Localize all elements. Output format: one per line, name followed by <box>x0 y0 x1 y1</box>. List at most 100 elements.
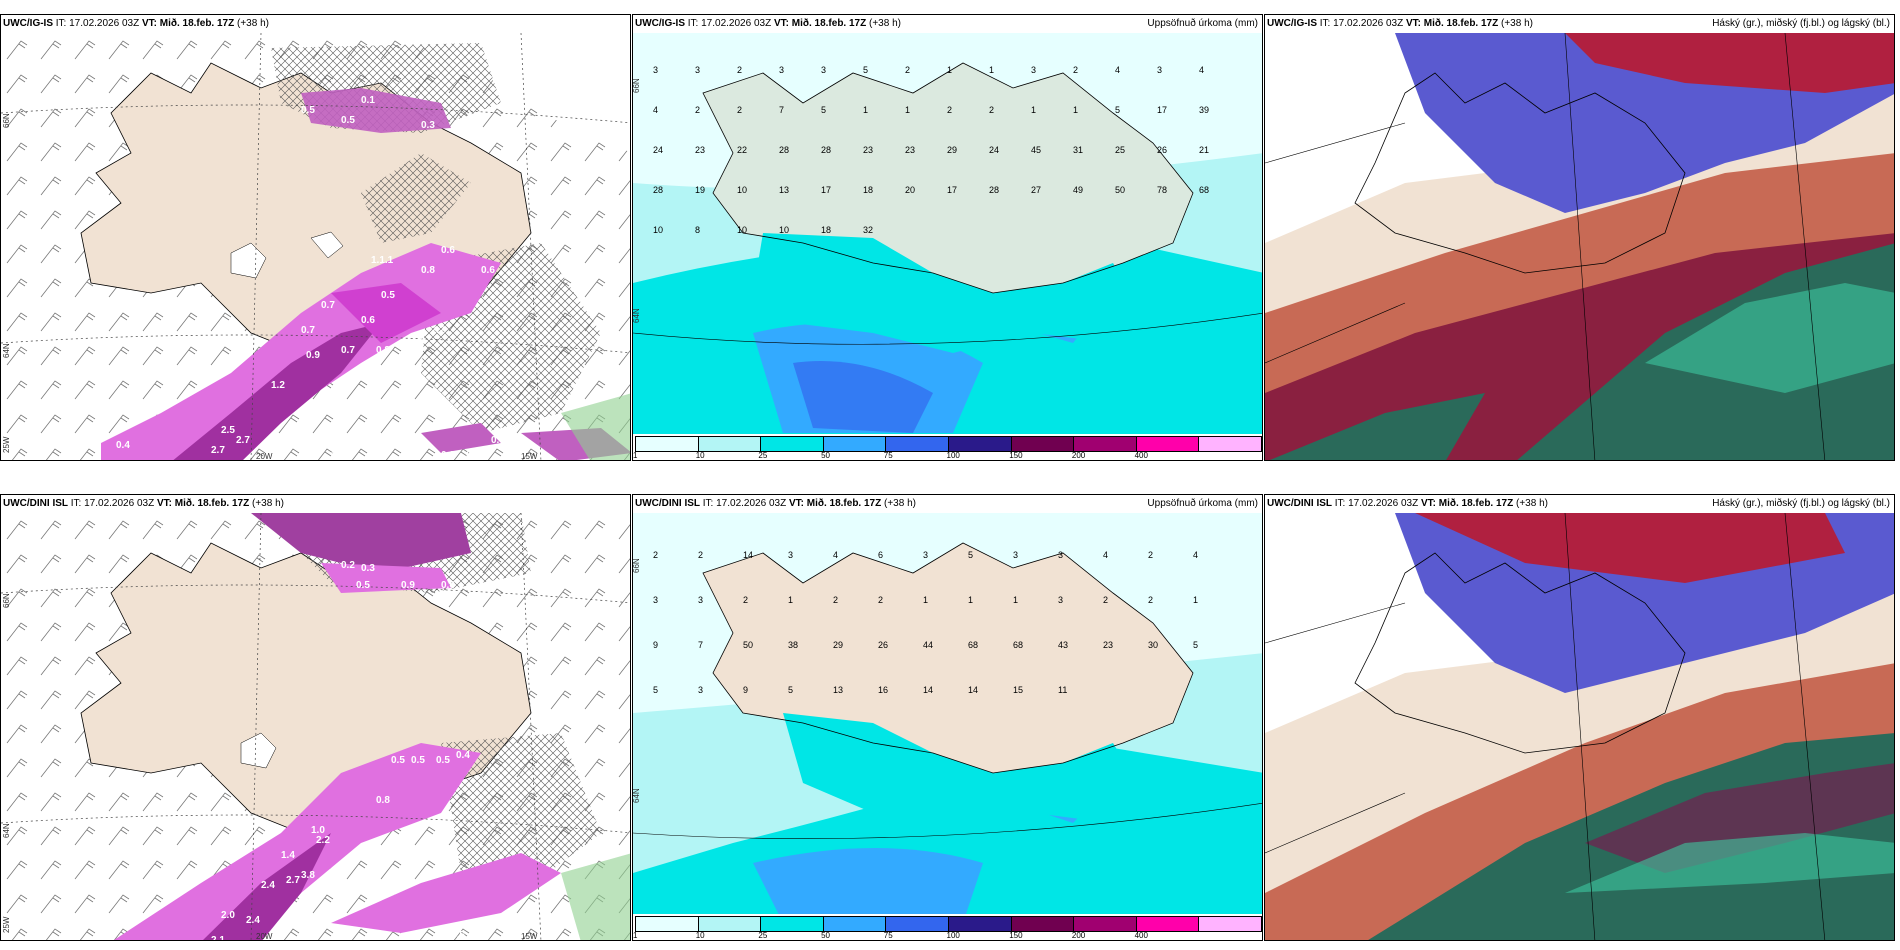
value-label: 1 <box>968 595 973 605</box>
precip-legend: 1 10 25 50 75 100 150 200 400 <box>633 914 1262 940</box>
legend-tick: 25 <box>758 931 768 940</box>
value-label: 1.4 <box>411 335 425 346</box>
value-label: 6 <box>878 550 883 560</box>
legend-swatch-4 <box>886 437 949 451</box>
value-label: 0.5 <box>356 580 370 591</box>
value-label: 29 <box>833 640 843 650</box>
value-label: 15 <box>1013 685 1023 695</box>
value-label: 3 <box>788 550 793 560</box>
value-label: 10 <box>653 225 663 235</box>
value-label: 8 <box>695 225 700 235</box>
legend-swatch-1 <box>698 437 762 451</box>
value-label: 28 <box>653 185 663 195</box>
vt-label: VT: <box>1420 498 1436 509</box>
snow-map-svg: 66N 64N 25W 20W 15W 0.2 0.30.5 0.9 0.60.5 0.… <box>1 513 630 941</box>
panel-precip-igis: UWC/IG-IS IT: 17.02.2026 03Z VT: Mið. 18… <box>632 14 1263 461</box>
legend-tick: 25 <box>758 451 768 460</box>
lon-label-15: 15W <box>521 932 538 941</box>
cloud-map[interactable] <box>1265 33 1894 460</box>
value-label: 2 <box>1073 65 1078 75</box>
panel-header: UWC/DINI ISL IT: 17.02.2026 03Z VT: Mið.… <box>1265 495 1894 513</box>
value-label: 4 <box>1103 550 1108 560</box>
vt-label: VT: <box>788 498 804 509</box>
value-label: 2.5 <box>221 425 235 436</box>
lat-label-64: 64N <box>2 823 11 838</box>
lon-label-25: 25W <box>2 436 11 453</box>
value-label: 24 <box>653 145 663 155</box>
value-label: 0.5 <box>451 930 465 941</box>
value-label: 3 <box>779 65 784 75</box>
precip-map[interactable]: 66N 64N 3 3 2 3 3 5 2 1 1 3 2 4 3 4 4 2 2 7 5 1 1 2 2 1 1 5 17 39 24… <box>633 33 1262 460</box>
value-label: 31 <box>1073 145 1083 155</box>
value-label: 25 <box>1115 145 1125 155</box>
value-label: 2 <box>698 550 703 560</box>
value-label: 14 <box>923 685 933 695</box>
field-title: Háský (gr.), miðský (fj.bl.) og lágský (… <box>1712 498 1890 509</box>
value-label: 3 <box>1058 550 1063 560</box>
vt-label: VT: <box>773 18 789 29</box>
lat-label-66: 66N <box>633 78 641 93</box>
lat-label-66: 66N <box>2 113 11 128</box>
value-label: 2 <box>989 105 994 115</box>
legend-swatch-5 <box>948 437 1012 451</box>
value-label: 2 <box>947 105 952 115</box>
value-label: 0.8 <box>376 345 390 356</box>
legend-swatch-3 <box>823 917 887 931</box>
panel-snow-igis: UWC/IG-IS IT: 17.02.2026 03Z VT: Mið. 18… <box>0 14 631 461</box>
legend-swatch-7 <box>1074 437 1137 451</box>
value-label: 18 <box>863 185 873 195</box>
value-label: 21 <box>1199 145 1209 155</box>
legend-swatch-9 <box>1199 917 1261 931</box>
lat-label-66: 66N <box>633 558 641 573</box>
legend-tick: 50 <box>821 451 830 460</box>
value-label: 0.6 <box>441 245 455 256</box>
value-label: 5 <box>968 550 973 560</box>
value-label: 28 <box>779 145 789 155</box>
value-label: 3.8 <box>301 870 315 881</box>
value-label: 78 <box>1157 185 1167 195</box>
panel-header: UWC/IG-IS IT: 17.02.2026 03Z VT: Mið. 18… <box>1 15 630 33</box>
value-label: 20 <box>905 185 915 195</box>
model-name: UWC/DINI ISL <box>635 498 700 509</box>
value-label: 3 <box>695 65 700 75</box>
value-label: 1.1.1 <box>371 255 394 266</box>
init-time: 17.02.2026 03Z <box>716 498 787 509</box>
init-time: 17.02.2026 03Z <box>701 18 772 29</box>
snow-map[interactable]: 66N 64N 25W 20W 15W 0.2 0.3 0.5 0.9 0.6 0.5 0.… <box>1 513 630 941</box>
value-label: 2.2 <box>431 325 445 336</box>
legend-swatches <box>635 436 1262 452</box>
legend-tick: 100 <box>946 931 960 940</box>
value-label: 10 <box>737 185 747 195</box>
legend-swatch-0 <box>636 437 699 451</box>
value-label: 4 <box>1115 65 1120 75</box>
value-label: 45 <box>1031 145 1041 155</box>
cloud-map[interactable] <box>1265 513 1894 940</box>
vt-label: VT: <box>1405 18 1421 29</box>
value-label: 3 <box>698 595 703 605</box>
value-label: 0.7 <box>321 300 335 311</box>
value-label: 14 <box>968 685 978 695</box>
value-label: 4 <box>653 105 658 115</box>
legend-tick: 50 <box>821 931 830 940</box>
value-label: 7 <box>779 105 784 115</box>
value-label: 32 <box>863 225 873 235</box>
value-label: 5 <box>1193 640 1198 650</box>
legend-swatch-5 <box>948 917 1012 931</box>
value-label: 1 <box>923 595 928 605</box>
value-label: 0.3 <box>361 563 375 574</box>
value-label: 1 <box>1073 105 1078 115</box>
value-label: 2 <box>653 550 658 560</box>
snow-map[interactable]: 66N 64N 25W 20W 15W 0.5 0.5 0.1 0.3 1.1.1 0.8… <box>1 33 630 461</box>
value-label: 1 <box>1013 595 1018 605</box>
value-label: 1 <box>905 105 910 115</box>
value-label: 11 <box>1058 685 1067 695</box>
value-label: 2 <box>1103 595 1108 605</box>
lon-label-20: 20W <box>256 932 273 941</box>
value-label: 23 <box>863 145 873 155</box>
value-label: 5 <box>1115 105 1120 115</box>
precip-map[interactable]: 66N 64N 2 2 14 3 4 6 3 5 3 3 4 2 4 3 3 2 1 2 2 1 1 1 3 2 2 1 9 7 50 3… <box>633 513 1262 940</box>
value-label: 0.3 <box>466 450 480 461</box>
legend-swatch-3 <box>823 437 887 451</box>
value-label: 1.4 <box>281 850 295 861</box>
value-label: 5 <box>653 685 658 695</box>
